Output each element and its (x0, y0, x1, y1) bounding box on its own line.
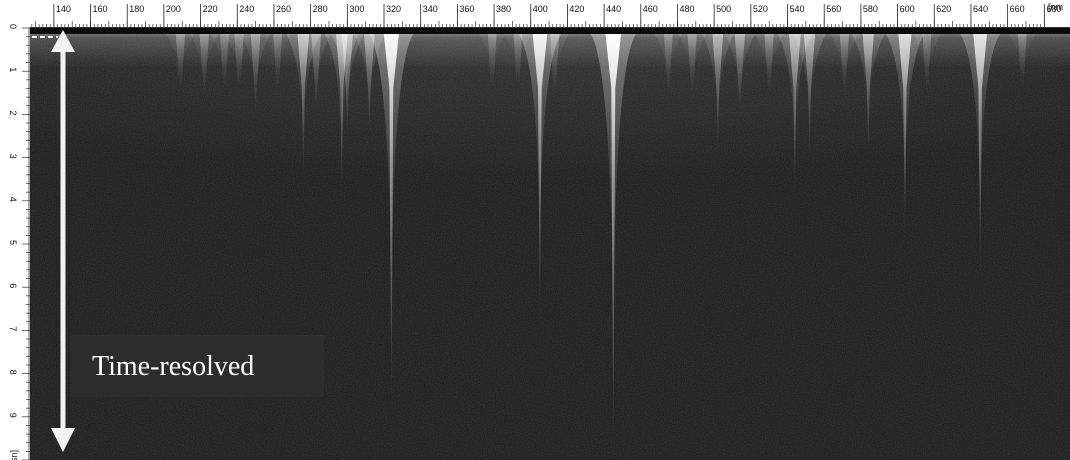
arrow-head-down (51, 428, 75, 452)
x-tick-label: 220 (203, 4, 218, 14)
x-tick-label: 680 (1046, 4, 1061, 14)
x-tick-label: 580 (863, 4, 878, 14)
x-tick-label: 460 (643, 4, 658, 14)
y-tick-label: 6 (8, 283, 18, 288)
x-tick-label: 400 (533, 4, 548, 14)
x-ruler (30, 0, 1070, 28)
y-tick-label: 7 (8, 326, 18, 331)
time-resolved-annotation: Time-resolved (51, 30, 324, 452)
x-tick-label: 340 (423, 4, 438, 14)
x-tick-label: 240 (239, 4, 254, 14)
x-tick-label: 600 (900, 4, 915, 14)
x-tick-label: 520 (753, 4, 768, 14)
arrow-head-up (51, 30, 75, 52)
x-axis-unit: [nm (1048, 2, 1063, 12)
x-tick-label: 440 (606, 4, 621, 14)
x-tick-label: 260 (276, 4, 291, 14)
top-dark-band (30, 28, 1070, 34)
x-tick-label: 200 (166, 4, 181, 14)
y-tick-label: 2 (8, 110, 18, 115)
x-tick-label: 160 (93, 4, 108, 14)
x-tick-label: 140 (56, 4, 71, 14)
annotation-label: Time-resolved (92, 351, 254, 382)
x-tick-label: 480 (679, 4, 694, 14)
y-axis-unit: [us] (10, 450, 20, 460)
y-tick-label: 9 (8, 413, 18, 418)
x-tick-label: 300 (349, 4, 364, 14)
y-tick-label: 5 (8, 240, 18, 245)
x-tick-label: 420 (569, 4, 584, 14)
y-tick-label: 1 (8, 67, 18, 72)
y-tick-label: 4 (8, 197, 18, 202)
x-tick-label: 560 (826, 4, 841, 14)
y-tick-label: 3 (8, 154, 18, 159)
x-tick-label: 640 (973, 4, 988, 14)
y-tick-label: 0 (8, 24, 18, 29)
x-tick-label: 380 (496, 4, 511, 14)
x-tick-label: 280 (313, 4, 328, 14)
x-tick-label: 620 (936, 4, 951, 14)
x-tick-label: 360 (459, 4, 474, 14)
annotation-label-box (71, 335, 324, 397)
x-tick-label: 500 (716, 4, 731, 14)
y-tick-label: 8 (8, 370, 18, 375)
x-tick-label: 660 (1010, 4, 1025, 14)
x-tick-label: 180 (129, 4, 144, 14)
x-major-ticks: 140 160 180 200 220 240 260 280 300 320 340 360 380 4… (30, 4, 1070, 28)
x-tick-label: 320 (386, 4, 401, 14)
y-ticks (22, 27, 30, 460)
y-tick-labels: 0 1 2 3 4 5 6 7 8 9 (8, 24, 18, 418)
x-tick-label: 540 (790, 4, 805, 14)
